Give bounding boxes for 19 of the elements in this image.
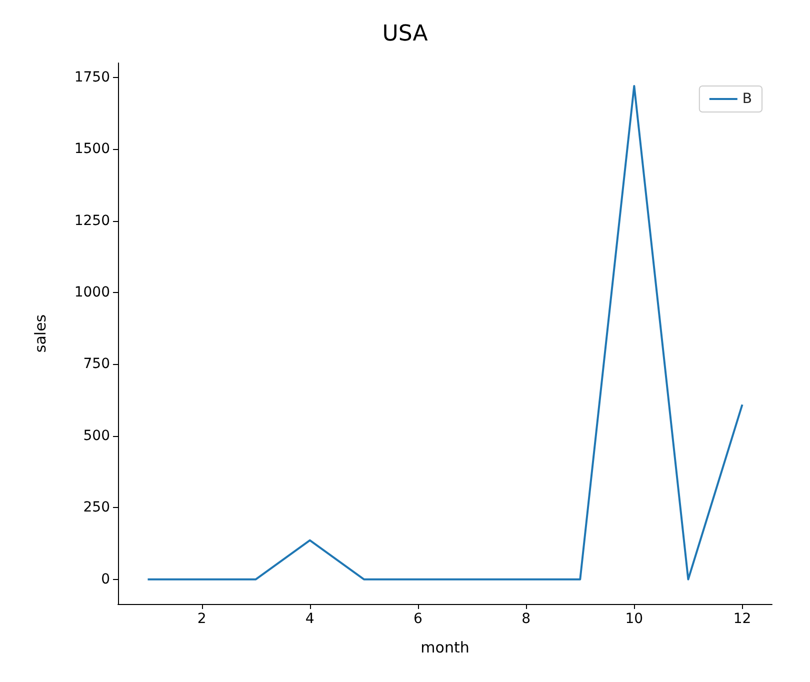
legend-label: B [742,91,752,107]
line-series [146,84,744,580]
x-tick-label: 10 [625,611,644,627]
y-tick-label: 0 [101,571,110,588]
y-tick-label: 750 [83,356,110,372]
x-tick-label: 2 [197,611,206,627]
y-tick-label: 1000 [74,284,110,300]
x-tick-label: 12 [733,611,752,627]
y-tick-label: 1500 [74,141,110,158]
chart-title: USA [382,22,428,46]
y-tick-label: 1750 [74,69,110,86]
y-tick-label: 1250 [74,212,110,229]
y-tick-label: 250 [83,500,110,516]
x-tick-label: 6 [414,611,423,627]
x-tick-label: 4 [305,611,314,627]
y-tick-label: 500 [83,428,110,444]
x-axis-title: month [420,638,470,656]
y-axis-title: sales [32,314,50,353]
x-tick-label: 8 [522,611,531,627]
